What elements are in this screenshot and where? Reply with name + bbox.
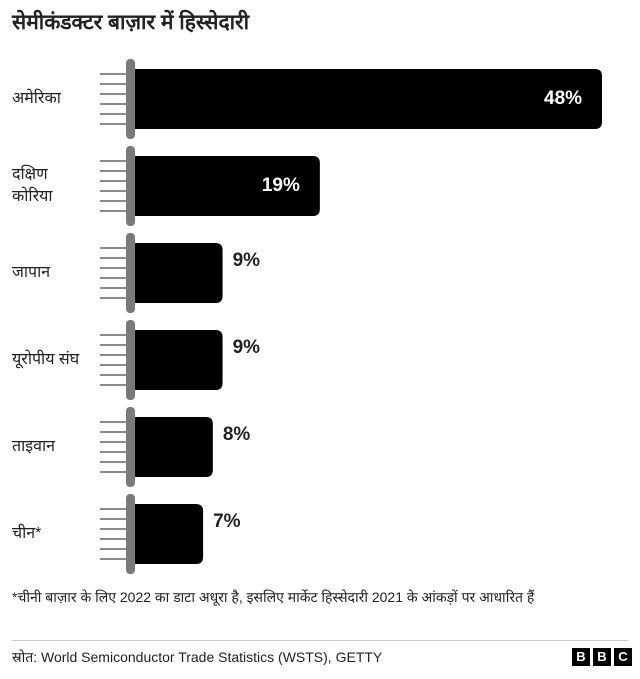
chip-frame bbox=[126, 59, 135, 139]
category-label: यूरोपीय संघ bbox=[12, 351, 80, 368]
chart-title: सेमीकंडक्टर बाज़ार में हिस्सेदारी bbox=[12, 11, 250, 34]
category-label: चीन* bbox=[12, 525, 42, 542]
value-label: 19% bbox=[261, 175, 300, 196]
chip-frame bbox=[126, 407, 135, 487]
category-label: अमेरिका bbox=[12, 90, 61, 107]
chip-frame bbox=[126, 146, 135, 226]
value-label: 9% bbox=[232, 337, 261, 358]
value-label: 7% bbox=[213, 511, 241, 532]
bar bbox=[135, 504, 204, 564]
value-label: 8% bbox=[222, 424, 251, 445]
category-label: ताइवान bbox=[12, 438, 56, 455]
category-label: जापान bbox=[12, 264, 51, 281]
source: स्रोत: World Semiconductor Trade Statist… bbox=[12, 649, 383, 665]
divider bbox=[12, 640, 628, 641]
chip-frame bbox=[126, 233, 135, 313]
footnote: *चीनी बाज़ार के लिए 2022 का डाटा अधूरा ह… bbox=[12, 589, 535, 605]
bar bbox=[135, 330, 223, 390]
value-label: 48% bbox=[544, 88, 583, 109]
chip-frame bbox=[126, 320, 135, 400]
value-label: 9% bbox=[232, 250, 261, 271]
bar bbox=[135, 156, 320, 216]
logo-letter: C bbox=[614, 648, 632, 666]
logo-letter: B bbox=[572, 648, 590, 666]
chip-frame bbox=[126, 494, 135, 574]
category-label: दक्षिण कोरिया bbox=[12, 166, 53, 205]
bar bbox=[135, 417, 213, 477]
bar bbox=[135, 69, 602, 129]
bar bbox=[135, 243, 223, 303]
logo-letter: B bbox=[593, 648, 611, 666]
